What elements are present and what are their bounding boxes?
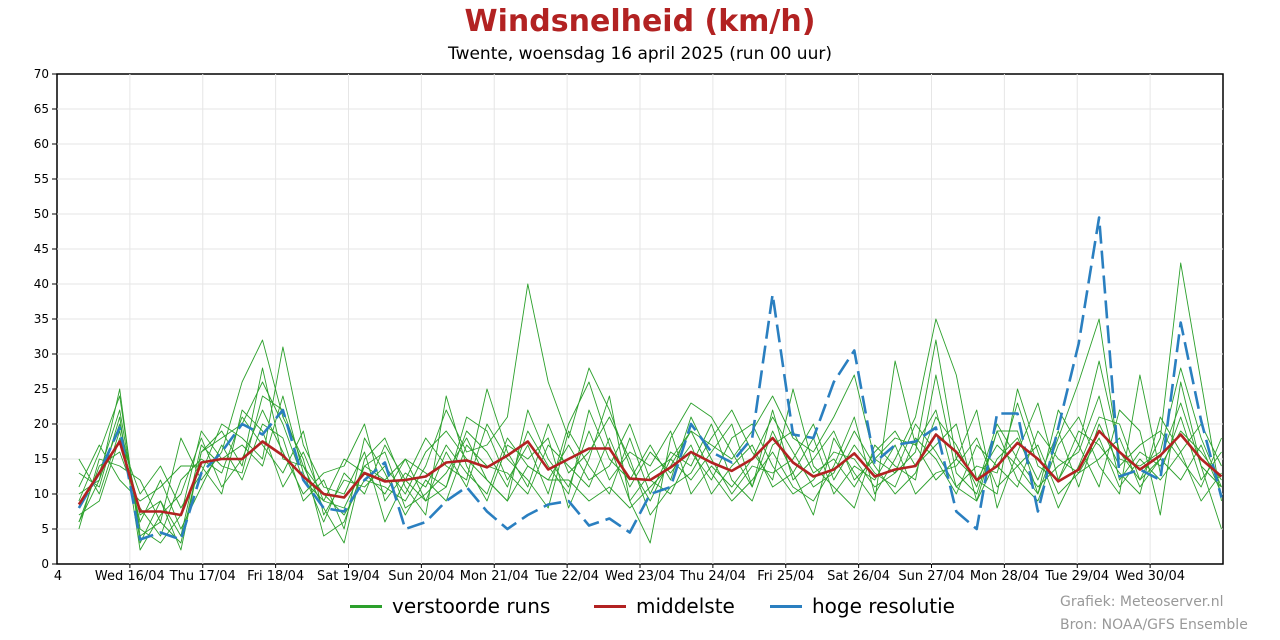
x-tick-label: Thu 24/04 (679, 569, 746, 584)
x-tick-label: Sun 20/04 (388, 569, 454, 584)
y-tick-label: 35 (34, 312, 49, 326)
y-tick-label: 0 (41, 557, 49, 571)
x-tick-label: Tue 29/04 (1044, 569, 1109, 584)
x-start-label: 4 (54, 569, 62, 584)
series-line-hires (77, 216, 1223, 541)
y-tick-label: 55 (34, 172, 49, 186)
y-tick-label: 15 (34, 452, 49, 466)
series-line-perturbed-8 (78, 395, 1222, 544)
credit-graph: Grafiek: Meteoserver.nl (1060, 594, 1224, 610)
y-tick-label: 50 (34, 207, 49, 221)
series-line-perturbed-2 (78, 262, 1222, 544)
x-tick-label: Thu 17/04 (169, 569, 236, 584)
series-layer (77, 216, 1223, 551)
x-tick-label: Wed 23/04 (605, 569, 675, 584)
y-tick-label: 40 (34, 277, 49, 291)
x-tick-label: Mon 28/04 (970, 569, 1039, 584)
series-line-perturbed-4 (78, 346, 1222, 523)
x-tick-label: Tue 22/04 (534, 569, 599, 584)
legend-label-perturbed: verstoorde runs (392, 594, 551, 618)
x-tick-label: Wed 16/04 (95, 569, 165, 584)
credit-source: Bron: NOAA/GFS Ensemble (1060, 617, 1248, 633)
legend-item-perturbed: verstoorde runs (350, 594, 550, 618)
legend-swatch-hires (770, 604, 802, 608)
x-tick-label: Sun 27/04 (898, 569, 964, 584)
x-tick-label: Fri 25/04 (757, 569, 814, 584)
chart-title: Windsnelheid (km/h) (464, 4, 816, 39)
y-tick-label: 10 (34, 487, 49, 501)
y-tick-label: 45 (34, 242, 49, 256)
chart-subtitle: Twente, woensdag 16 april 2025 (run 00 u… (448, 44, 832, 64)
y-tick-label: 65 (34, 102, 49, 116)
legend-swatch-median (594, 604, 626, 608)
x-tick-label: Sat 19/04 (317, 569, 380, 584)
series-line-median (77, 429, 1223, 517)
x-tick-label: Fri 18/04 (247, 569, 304, 584)
y-tick-label: 25 (34, 382, 49, 396)
x-tick-label: Sat 26/04 (827, 569, 890, 584)
y-tick-label: 20 (34, 417, 49, 431)
legend-label-median: middelste (636, 594, 735, 618)
x-tick-label: Mon 21/04 (460, 569, 529, 584)
series-line-perturbed-3 (78, 339, 1222, 544)
legend-label-hires: hoge resolutie (812, 594, 955, 618)
series-line-perturbed-9 (78, 409, 1222, 502)
y-tick-label: 5 (41, 522, 49, 536)
legend: verstoorde runs middelste hoge resolutie (0, 594, 1280, 624)
legend-item-median: middelste (594, 594, 735, 618)
legend-item-hires: hoge resolutie (770, 594, 955, 618)
y-tick-label: 30 (34, 347, 49, 361)
y-tick-label: 60 (34, 137, 49, 151)
x-tick-label: Wed 30/04 (1115, 569, 1185, 584)
legend-swatch-perturbed (350, 604, 382, 608)
y-tick-label: 70 (34, 67, 49, 81)
axes: 0 5 10 15 20 25 30 35 40 45 50 55 60 65 70 4 Wed 16/04 Th… (34, 67, 1185, 584)
